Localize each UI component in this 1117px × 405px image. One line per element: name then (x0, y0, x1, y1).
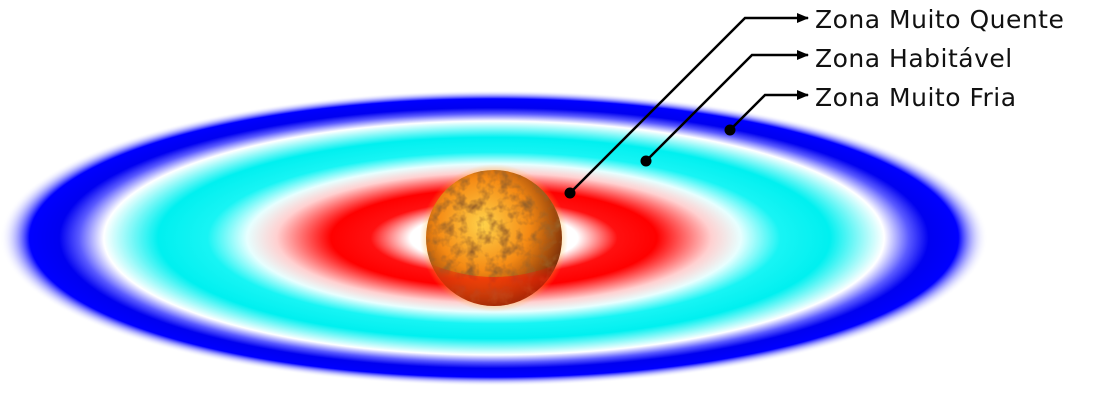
callout-cold (724, 90, 809, 136)
zone-label-cold: Zona Muito Fria (815, 83, 1017, 112)
star (420, 164, 568, 312)
callout-habitable (640, 50, 809, 167)
callout-hot-arrow (569, 13, 809, 194)
zone-label-habitable: Zona Habitável (815, 44, 1013, 73)
callout-hot (564, 13, 809, 199)
callout-habitable-arrow (645, 50, 809, 162)
callout-cold-arrow (729, 90, 809, 131)
zone-label-hot: Zona Muito Quente (815, 5, 1064, 34)
